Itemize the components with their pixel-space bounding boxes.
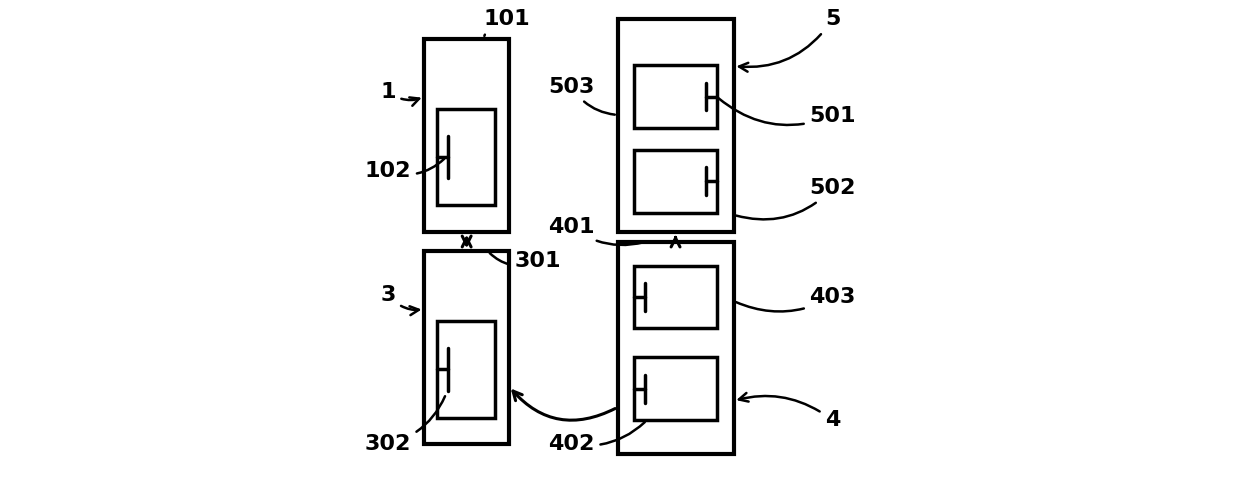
Bar: [635, 65, 717, 128]
Bar: [424, 251, 508, 444]
Text: 401: 401: [548, 217, 644, 245]
Bar: [438, 109, 496, 205]
Bar: [635, 150, 717, 213]
Text: 102: 102: [365, 159, 444, 182]
Bar: [438, 321, 496, 418]
Text: 1: 1: [381, 82, 419, 106]
Text: 501: 501: [719, 99, 856, 126]
Text: 101: 101: [484, 9, 529, 36]
Text: 3: 3: [381, 284, 419, 315]
Text: 302: 302: [365, 396, 445, 455]
Text: 502: 502: [737, 178, 856, 219]
Bar: [618, 19, 734, 232]
Text: 402: 402: [548, 422, 645, 455]
Text: 4: 4: [739, 393, 841, 430]
Text: 403: 403: [737, 287, 856, 312]
Bar: [424, 39, 508, 232]
Bar: [635, 266, 717, 328]
Text: 301: 301: [490, 251, 562, 271]
Text: 503: 503: [548, 77, 615, 114]
Text: 5: 5: [739, 9, 841, 71]
Bar: [618, 242, 734, 454]
Bar: [635, 357, 717, 420]
